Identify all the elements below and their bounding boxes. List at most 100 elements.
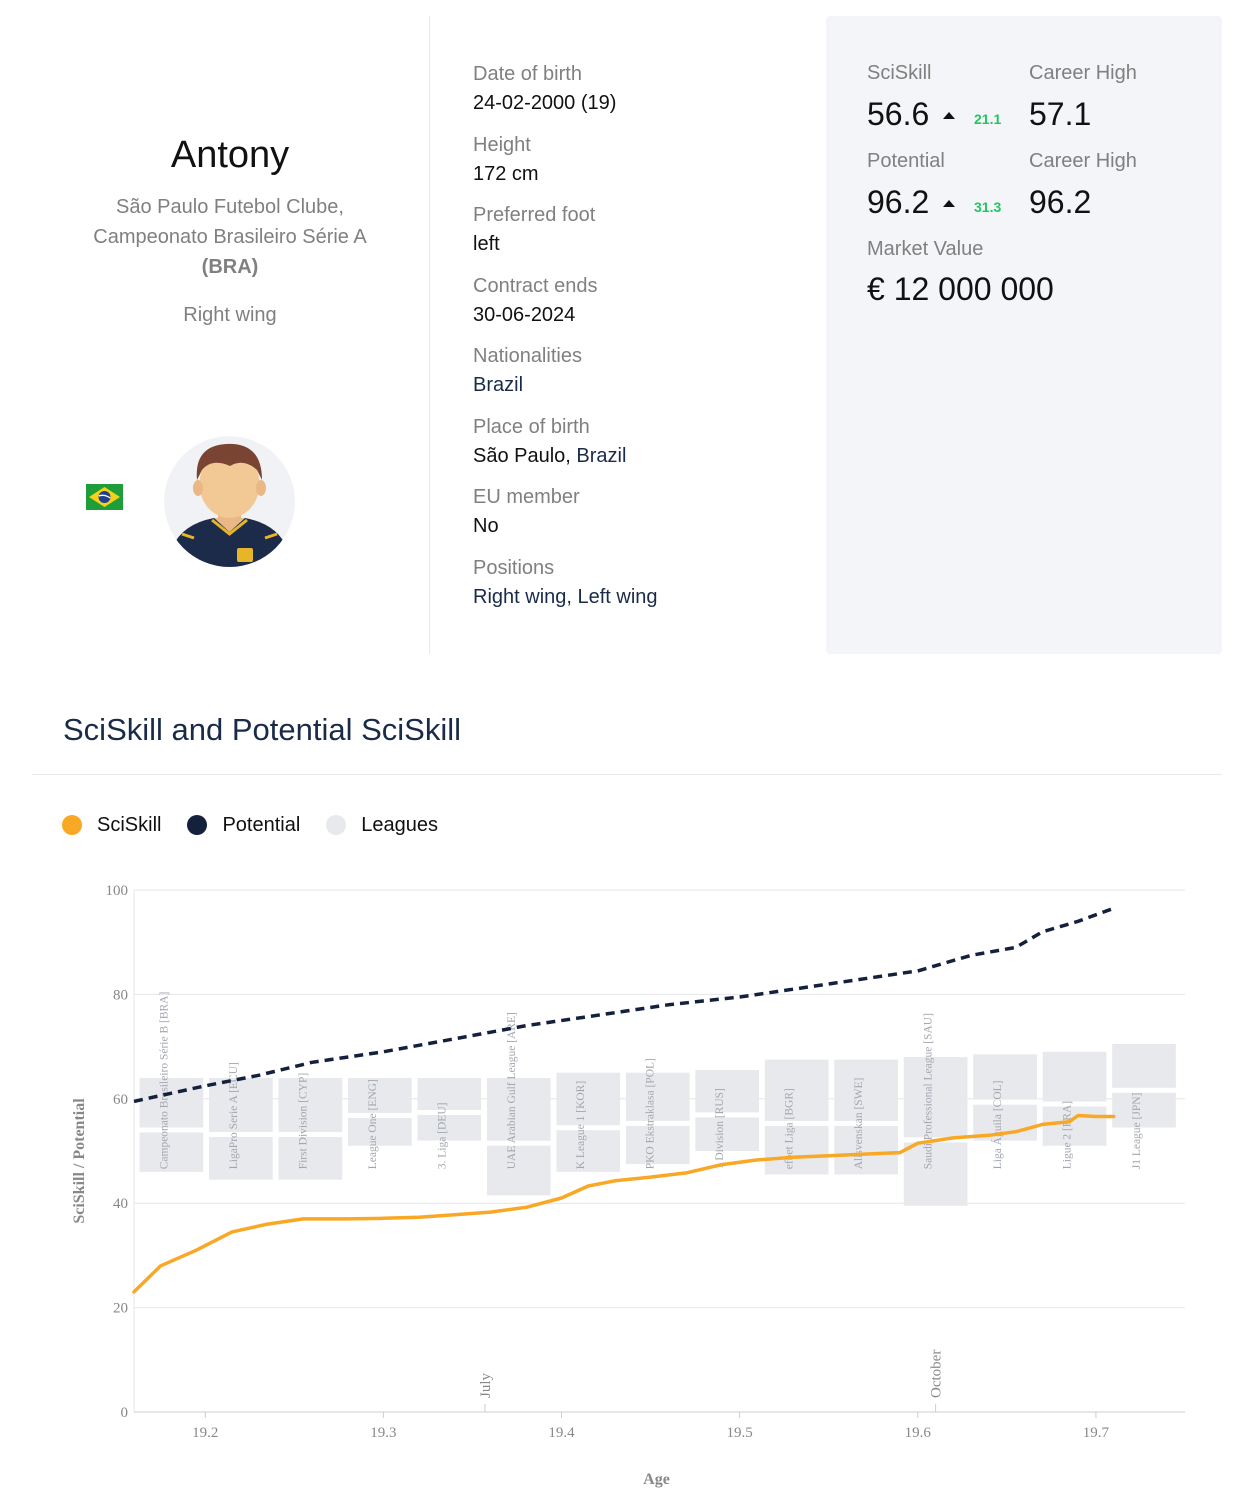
league-box-upper xyxy=(556,1072,621,1126)
y-tick-label: 80 xyxy=(113,987,128,1003)
league-box-upper xyxy=(486,1077,551,1141)
league-label: Allsvenskan [SWE] xyxy=(853,1078,865,1170)
foot-value: left xyxy=(473,233,500,255)
potential-up-arrow-icon xyxy=(943,200,955,207)
nationalities-label: Nationalities xyxy=(473,345,582,367)
league-box-upper xyxy=(347,1077,412,1113)
league-box-upper xyxy=(834,1059,898,1121)
y-tick-label: 40 xyxy=(113,1196,128,1212)
height-label: Height xyxy=(473,133,531,156)
league-box-upper xyxy=(695,1070,760,1113)
month-annotation: October xyxy=(929,1350,945,1398)
league-box-lower xyxy=(695,1117,760,1151)
potential-career-high-value: 96.2 xyxy=(1029,184,1092,220)
x-tick-label: 19.6 xyxy=(905,1425,932,1441)
league-label: Liga Águila [COL] xyxy=(990,1080,1004,1169)
league-label: UAE Arabian Gulf League [ARE] xyxy=(506,1012,518,1169)
legend-swatch xyxy=(62,815,82,835)
sciskill-chart: 0 20 40 60 80 100 19.2 19.3 19.4 19.5 19.6 19.7 Camp… xyxy=(71,883,1185,1488)
market-value-label: Market Value xyxy=(867,238,984,260)
positions-value[interactable]: Right wing, Left wing xyxy=(473,585,658,608)
pob-country-link[interactable]: Brazil xyxy=(576,444,627,467)
league-box-lower xyxy=(834,1125,898,1175)
sciskill-value: 56.6 xyxy=(867,96,930,132)
league-name[interactable]: Campeonato Brasileiro Série A xyxy=(93,226,367,248)
y-tick-label: 20 xyxy=(113,1301,128,1317)
legend-item-potential[interactable]: Potential xyxy=(187,814,300,837)
sciskill-career-high-label: Career High xyxy=(1029,62,1137,84)
x-tick-label: 19.5 xyxy=(727,1425,753,1441)
contract-row: Contract ends 30-06-2024 xyxy=(473,272,803,343)
height-value: 172 cm xyxy=(473,162,539,185)
height-row: Height 172 cm xyxy=(473,131,803,202)
column-divider xyxy=(429,16,430,654)
y-axis-title: SciSkill / Potential xyxy=(71,1098,88,1224)
x-tick-label: 19.4 xyxy=(548,1425,575,1441)
league-label: League One [ENG] xyxy=(367,1079,379,1169)
x-tick-label: 19.2 xyxy=(192,1425,218,1441)
legend-swatch xyxy=(187,815,208,835)
dob-value: 24-02-2000 (19) xyxy=(473,92,617,114)
brazil-flag-icon xyxy=(86,484,123,510)
league-box-lower xyxy=(1112,1092,1176,1128)
potential-series-line xyxy=(133,906,1115,1104)
y-tick-label: 0 xyxy=(121,1405,129,1421)
section-divider xyxy=(32,774,1222,775)
dob-label: Date of birth xyxy=(473,63,582,85)
league-label: efbet Liga [BGR] xyxy=(784,1088,796,1169)
league-label: K League 1 [KOR] xyxy=(575,1081,587,1169)
league-box-upper xyxy=(1042,1051,1107,1102)
sciskill-label: SciSkill xyxy=(867,62,932,84)
dob-row: Date of birth 24-02-2000 (19) xyxy=(473,60,803,131)
league-box-lower xyxy=(139,1132,204,1172)
pob-city: São Paulo, xyxy=(473,444,571,467)
eu-value: No xyxy=(473,515,499,537)
league-label: 1 Division [RUS] xyxy=(714,1088,726,1169)
club-name[interactable]: São Paulo Futebol Clube, xyxy=(116,196,344,218)
foot-row: Preferred foot left xyxy=(473,201,803,272)
league-label: Campeonato Brasileiro Série B [BRA] xyxy=(158,992,170,1170)
league-box-upper xyxy=(625,1072,690,1121)
sciskill-delta: 21.1 xyxy=(974,111,1002,127)
nationality-link[interactable]: Brazil xyxy=(473,374,524,396)
player-name: Antony xyxy=(170,134,290,176)
league-box-upper xyxy=(278,1077,343,1132)
chart-section-title: SciSkill and Potential SciSkill xyxy=(63,712,462,747)
pob-row: Place of birth São Paulo, Brazil xyxy=(473,413,803,484)
potential-delta: 31.3 xyxy=(974,199,1002,215)
league-box-lower xyxy=(903,1142,968,1206)
x-tick-label: 19.7 xyxy=(1083,1425,1110,1441)
nationalities-row: Nationalities Brazil xyxy=(473,342,803,413)
league-box-lower xyxy=(556,1130,621,1172)
league-box-lower xyxy=(1042,1106,1107,1146)
potential-value: 96.2 xyxy=(867,184,930,220)
pob-value: São Paulo, Brazil xyxy=(473,441,803,471)
league-box-lower xyxy=(625,1125,690,1165)
club-country: (BRA) xyxy=(201,256,259,278)
league-box-upper xyxy=(209,1077,273,1132)
y-tick-label: 60 xyxy=(113,1092,128,1108)
legend-item-sciskill[interactable]: SciSkill xyxy=(62,814,161,837)
league-box-upper xyxy=(417,1077,482,1110)
positions-row: Positions Right wing, Left wing xyxy=(473,554,803,625)
legend-item-leagues[interactable]: Leagues xyxy=(326,814,438,837)
league-label: Saudi Professional League [SAU] xyxy=(923,1013,935,1169)
legend-label: Leagues xyxy=(361,813,439,836)
contract-label: Contract ends xyxy=(473,274,598,297)
legend-swatch xyxy=(326,815,347,835)
player-profile: Antony São Paulo Futebol Clube, Campeona… xyxy=(0,0,1240,660)
potential-career-high-label: Career High xyxy=(1029,150,1137,172)
league-box-upper xyxy=(903,1057,968,1138)
league-label: Ligue 2 [FRA] xyxy=(1062,1101,1074,1169)
league-label: LigaPro Serie A [ECU] xyxy=(228,1062,240,1169)
sciskill-up-arrow-icon xyxy=(943,112,955,119)
league-box-lower xyxy=(764,1125,829,1175)
market-value: € 12 000 000 xyxy=(867,271,1054,307)
foot-label: Preferred foot xyxy=(473,204,596,226)
contract-value: 30-06-2024 xyxy=(473,303,576,326)
x-axis-title: Age xyxy=(643,1471,670,1488)
player-club: São Paulo Futebol Clube, Campeonato Bras… xyxy=(30,192,430,282)
league-box-lower xyxy=(209,1136,273,1180)
league-label: J1 League [JPN] xyxy=(1131,1093,1143,1170)
league-box-upper xyxy=(973,1054,1037,1100)
